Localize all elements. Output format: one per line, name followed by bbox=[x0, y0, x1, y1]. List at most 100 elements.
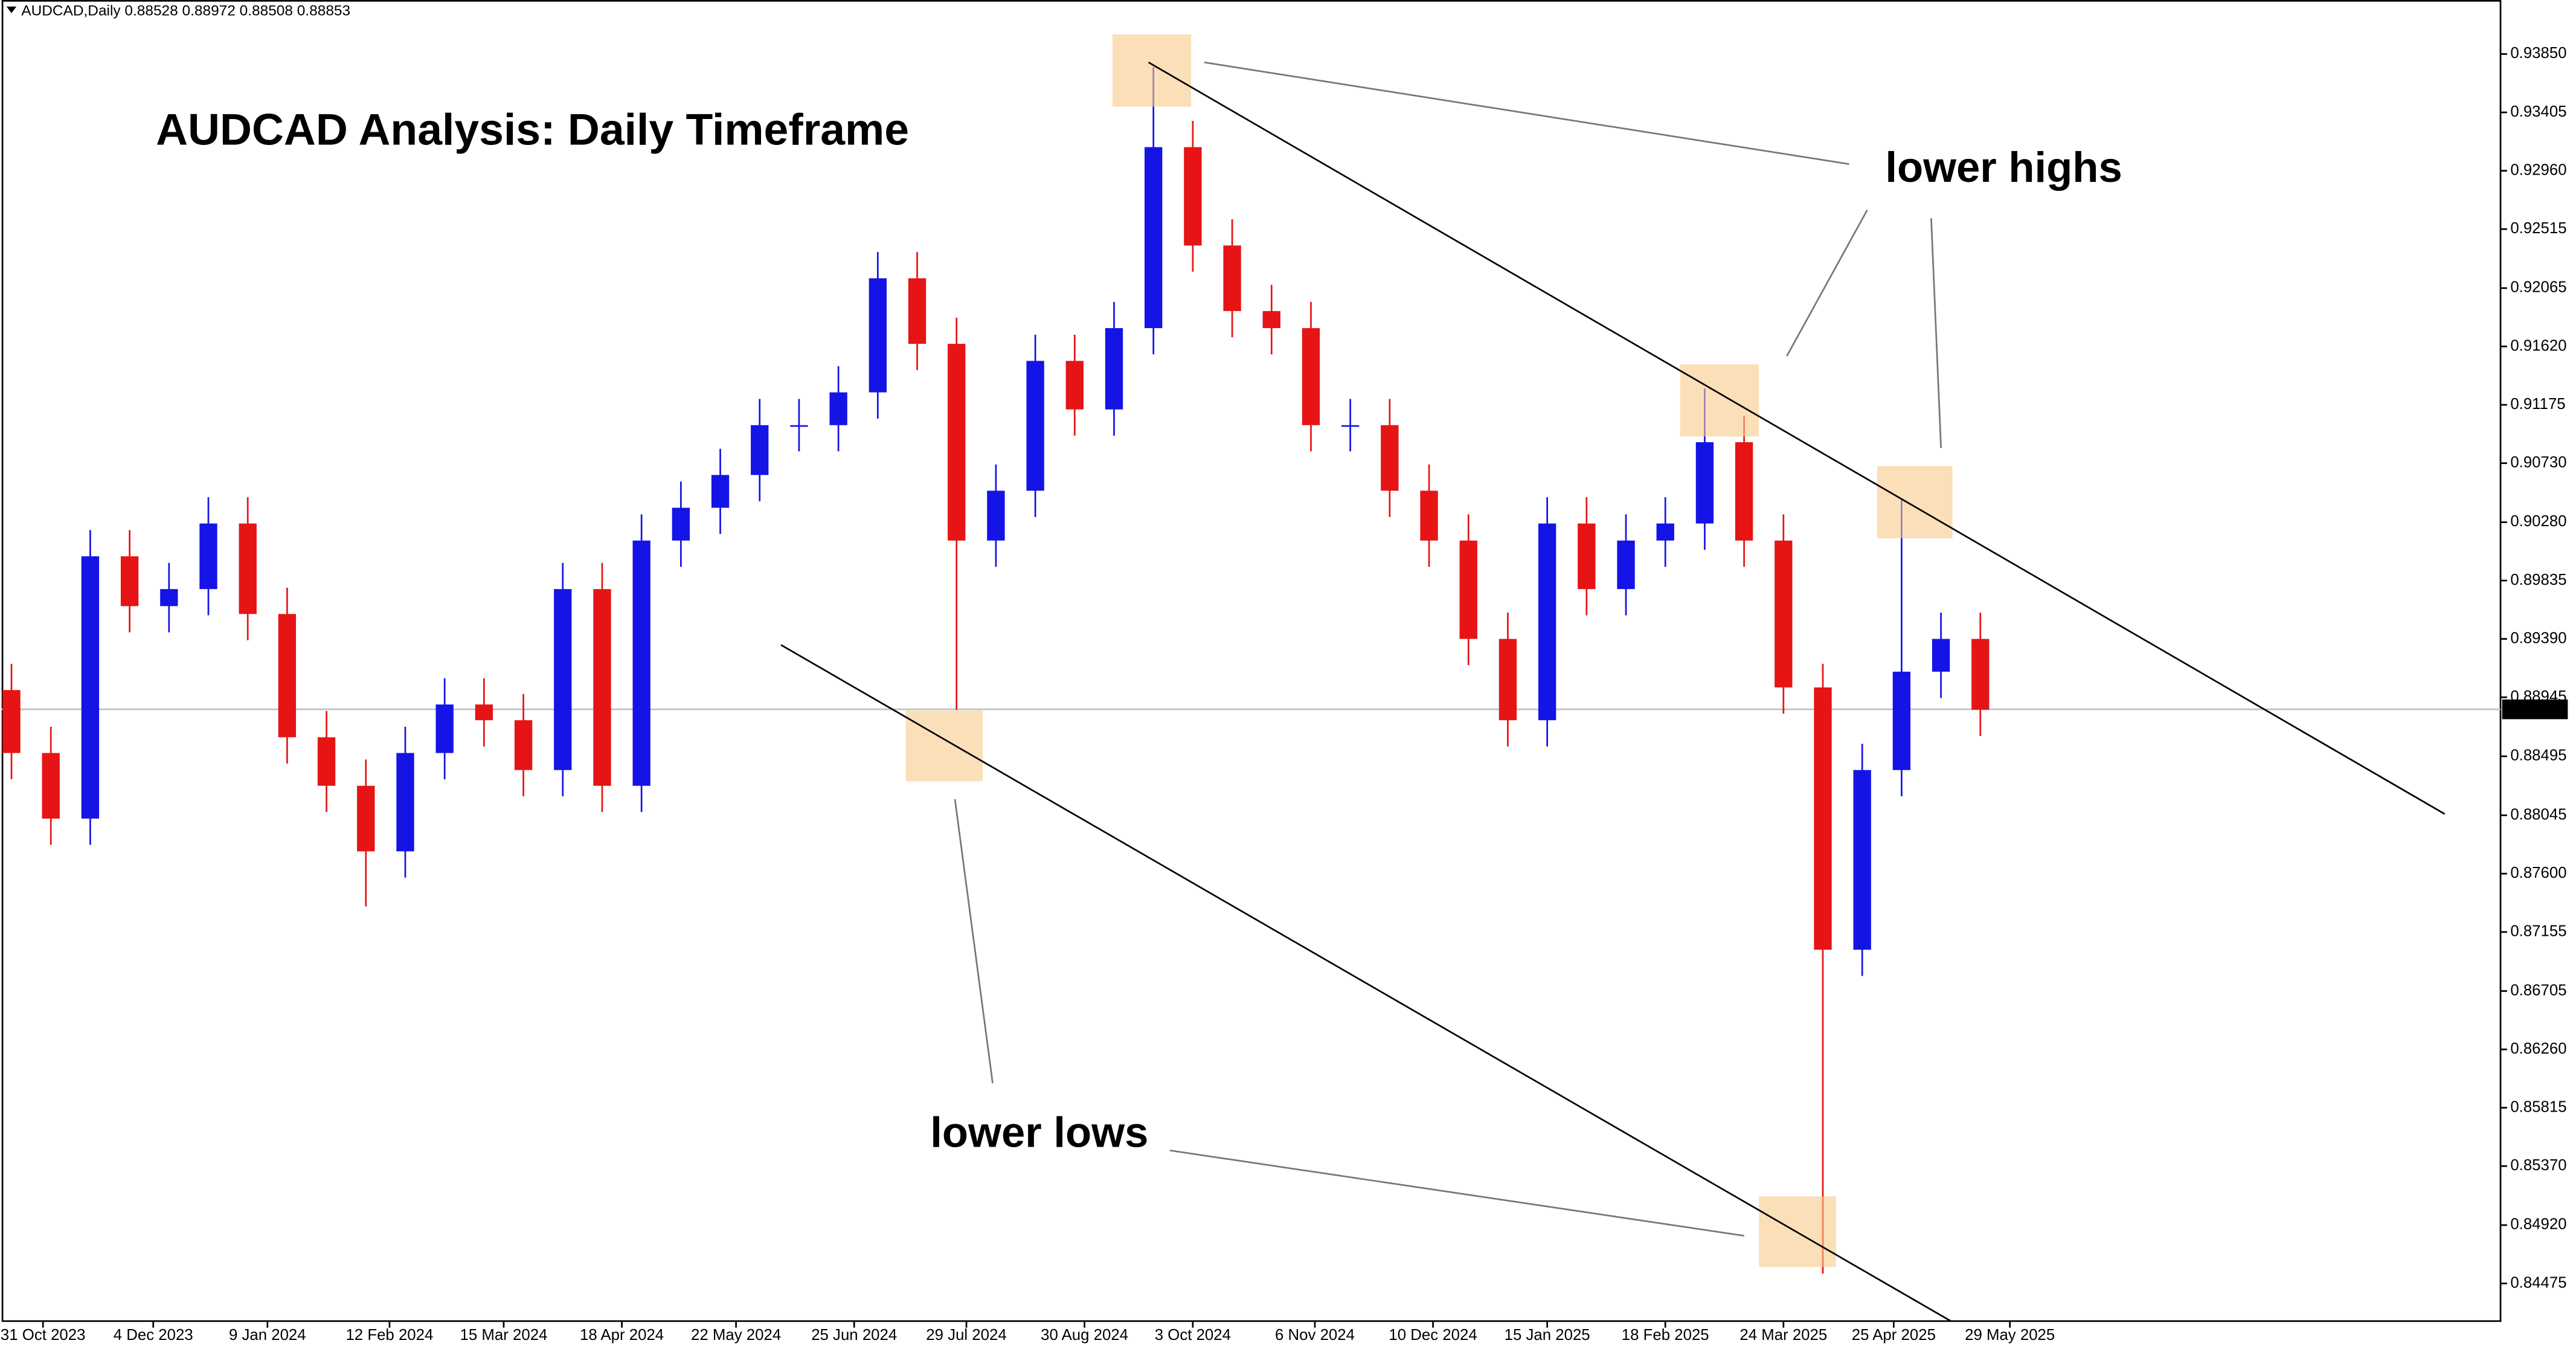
candle-body bbox=[317, 737, 336, 786]
x-tick-label: 10 Dec 2024 bbox=[1389, 1327, 1477, 1344]
pointer-line bbox=[1930, 218, 1942, 448]
candle-body bbox=[1656, 523, 1674, 541]
y-tick-label: 0.91175 bbox=[2510, 396, 2565, 413]
y-tick-label: 0.92960 bbox=[2510, 161, 2566, 178]
candle-body bbox=[1775, 540, 1793, 687]
candle-body bbox=[1459, 540, 1477, 639]
candle-body bbox=[1105, 328, 1123, 410]
y-tick-label: 0.86260 bbox=[2510, 1040, 2566, 1057]
trend-line bbox=[780, 644, 1951, 1322]
pointer-line bbox=[954, 799, 994, 1084]
x-tick-label: 12 Feb 2024 bbox=[345, 1327, 433, 1344]
candle-body bbox=[1814, 687, 1832, 950]
menu-triangle bbox=[6, 6, 17, 13]
candle-body bbox=[672, 507, 690, 541]
chart-header: AUDCAD,Daily 0.88528 0.88972 0.88508 0.8… bbox=[21, 2, 350, 19]
x-tick-label: 6 Nov 2024 bbox=[1275, 1327, 1355, 1344]
candle-body bbox=[1184, 147, 1202, 246]
candle-body bbox=[1026, 361, 1044, 491]
y-tick-label: 0.88495 bbox=[2510, 747, 2566, 764]
y-tick-label: 0.93405 bbox=[2510, 103, 2566, 120]
candle-body bbox=[829, 392, 847, 425]
y-tick-label: 0.86705 bbox=[2510, 982, 2566, 999]
x-tick-label: 18 Apr 2024 bbox=[580, 1327, 664, 1344]
highlight-box bbox=[1112, 34, 1192, 107]
candle-body bbox=[199, 523, 217, 590]
y-tick-label: 0.88045 bbox=[2510, 806, 2566, 823]
y-tick-label: 0.90280 bbox=[2510, 513, 2566, 530]
y-tick-label: 0.87155 bbox=[2510, 923, 2566, 940]
candle-body bbox=[869, 278, 887, 393]
y-tick-label: 0.91620 bbox=[2510, 337, 2566, 354]
candle-body bbox=[1538, 523, 1556, 721]
x-tick-label: 29 May 2025 bbox=[1965, 1327, 2055, 1344]
candle-body bbox=[1420, 491, 1438, 541]
candle-body bbox=[1341, 425, 1360, 427]
candle-body bbox=[396, 753, 414, 852]
candle-body bbox=[1381, 425, 1399, 491]
x-tick-label: 30 Aug 2024 bbox=[1041, 1327, 1128, 1344]
candle-body bbox=[1065, 361, 1084, 410]
candle-body bbox=[278, 614, 297, 738]
x-tick-label: 9 Jan 2024 bbox=[229, 1327, 306, 1344]
chart-title: AUDCAD Analysis: Daily Timeframe bbox=[156, 105, 909, 154]
candle-body bbox=[1223, 245, 1241, 311]
candle-body bbox=[42, 753, 60, 819]
x-tick-label: 3 Oct 2024 bbox=[1155, 1327, 1231, 1344]
candle-body bbox=[1262, 311, 1280, 329]
candle-body bbox=[908, 278, 927, 344]
highlight-box bbox=[1680, 364, 1759, 437]
y-tick-label: 0.90730 bbox=[2510, 454, 2566, 471]
annotation: lower lows bbox=[930, 1109, 1148, 1156]
candle-body bbox=[1617, 540, 1635, 590]
current-price-box bbox=[2502, 699, 2568, 720]
candle-body bbox=[711, 475, 730, 508]
candle-body bbox=[475, 704, 493, 721]
candle-body bbox=[1498, 639, 1517, 721]
y-tick-label: 0.92515 bbox=[2510, 220, 2566, 237]
candle-body bbox=[357, 785, 375, 852]
candle-body bbox=[1695, 442, 1714, 524]
candle-body bbox=[948, 344, 966, 541]
pointer-line bbox=[1204, 61, 1849, 165]
candle-body bbox=[81, 556, 100, 819]
candle-body bbox=[790, 425, 808, 427]
x-tick-label: 29 Jul 2024 bbox=[926, 1327, 1006, 1344]
y-tick-label: 0.89835 bbox=[2510, 571, 2566, 588]
candle-body bbox=[632, 540, 650, 786]
trend-line bbox=[1148, 62, 2446, 815]
annotation: lower highs bbox=[1885, 143, 2122, 191]
highlight-box bbox=[905, 710, 983, 782]
candle-body bbox=[120, 556, 139, 607]
candle-body bbox=[160, 589, 178, 607]
y-tick-label: 0.85370 bbox=[2510, 1157, 2566, 1174]
y-tick-label: 0.93850 bbox=[2510, 45, 2566, 62]
candle-body bbox=[554, 589, 572, 770]
highlight-box bbox=[1877, 466, 1953, 539]
x-tick-label: 24 Mar 2025 bbox=[1739, 1327, 1827, 1344]
y-tick-label: 0.84920 bbox=[2510, 1216, 2566, 1233]
x-tick-label: 22 May 2024 bbox=[691, 1327, 781, 1344]
y-tick-label: 0.85815 bbox=[2510, 1098, 2566, 1115]
candle-body bbox=[1853, 770, 1871, 950]
candle-body bbox=[435, 704, 454, 753]
candle-body bbox=[1578, 523, 1596, 590]
x-tick-label: 31 Oct 2023 bbox=[1, 1327, 86, 1344]
candle-body bbox=[1735, 442, 1753, 541]
x-tick-label: 25 Jun 2024 bbox=[811, 1327, 897, 1344]
candle-body bbox=[987, 491, 1005, 541]
candle-body bbox=[514, 720, 533, 770]
candle-body bbox=[593, 589, 611, 786]
candle-body bbox=[239, 523, 257, 614]
candle-body bbox=[751, 425, 769, 475]
x-tick-label: 25 Apr 2025 bbox=[1852, 1327, 1936, 1344]
x-tick-label: 18 Feb 2025 bbox=[1622, 1327, 1709, 1344]
trend-annotations bbox=[780, 34, 2446, 1322]
x-tick-label: 4 Dec 2023 bbox=[114, 1327, 193, 1344]
candle-body bbox=[1892, 671, 1911, 770]
pointer-line bbox=[1169, 1149, 1744, 1237]
candle-body bbox=[1145, 147, 1163, 329]
candle-layer bbox=[2, 67, 1990, 1274]
